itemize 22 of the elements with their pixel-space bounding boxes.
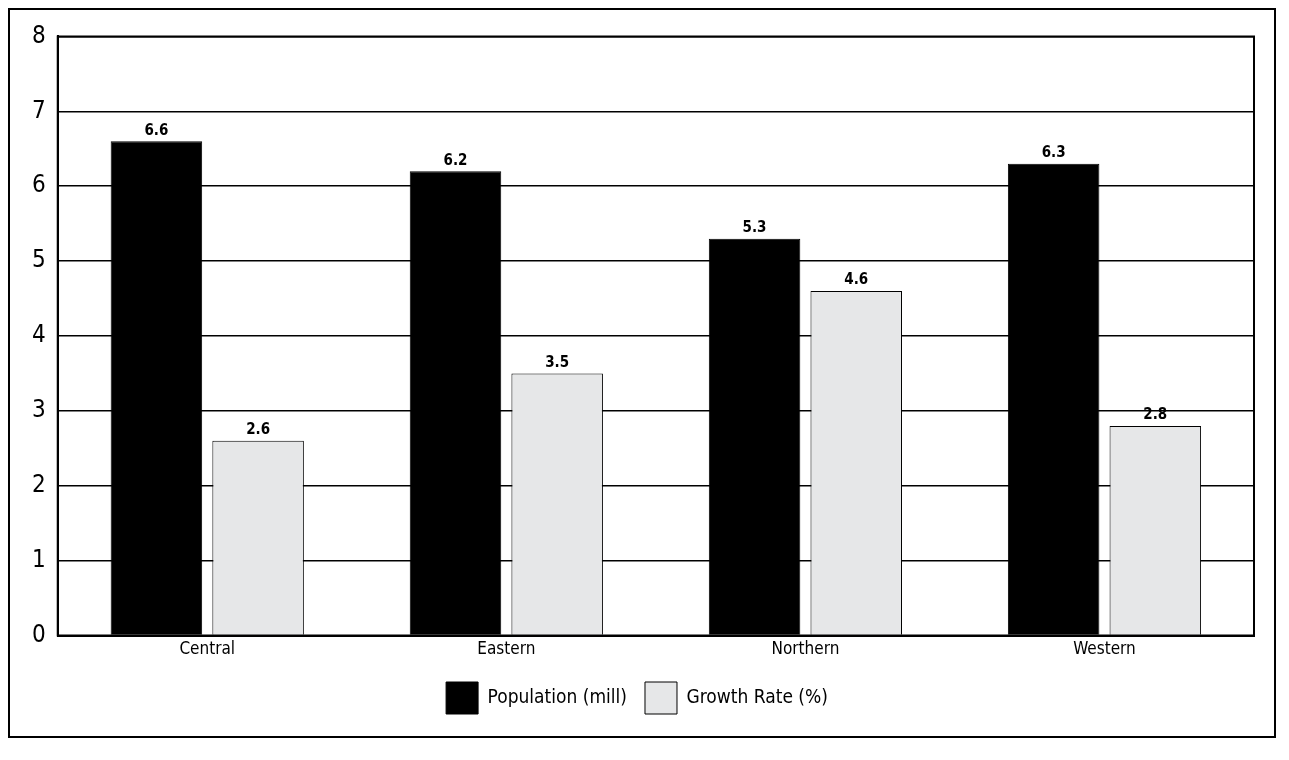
y-tick-label: 4: [32, 320, 46, 349]
data-label: 2.6: [246, 420, 271, 439]
y-tick-label: 5: [32, 245, 46, 274]
x-tick-label: Western: [1073, 638, 1136, 659]
data-label: 3.5: [545, 352, 570, 371]
y-tick-label: 7: [32, 95, 46, 124]
data-label: 4.6: [844, 270, 869, 289]
data-label: 6.3: [1041, 143, 1066, 162]
y-tick-label: 3: [32, 395, 46, 424]
x-tick-label: Eastern: [477, 638, 536, 659]
data-label: 6.6: [144, 120, 169, 139]
y-tick-label: 0: [32, 619, 46, 648]
y-tick-label: 8: [32, 20, 46, 49]
legend-label: Population (mill): [487, 684, 628, 707]
data-label: 5.3: [742, 218, 767, 237]
y-tick-label: 2: [32, 470, 46, 499]
x-tick-label: Central: [179, 638, 236, 659]
data-label: 6.2: [443, 150, 468, 169]
y-tick-label: 6: [32, 170, 46, 199]
y-tick-label: 1: [32, 544, 46, 573]
x-tick-label: Northern: [771, 638, 840, 659]
legend-label: Growth Rate (%): [686, 684, 828, 707]
